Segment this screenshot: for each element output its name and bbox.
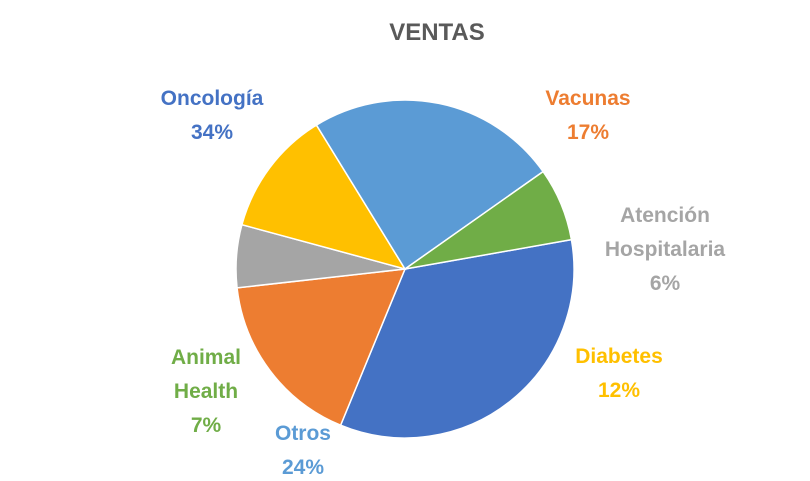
data-label-vacunas: Vacunas 17% [545, 87, 630, 144]
data-label-otros: Otros 24% [275, 422, 331, 479]
pie-slices [235, 99, 575, 439]
data-label-diabetes: Diabetes 12% [575, 345, 663, 402]
chart-title: VENTAS [389, 19, 485, 46]
pie-slice-vacunas [236, 268, 407, 427]
data-label-animal-health: Animal Health 7% [171, 346, 241, 437]
pie-slice-oncolog-a [339, 238, 575, 439]
pie-slice-animal-health [404, 170, 573, 270]
pie-labels: Oncología 34% Vacunas 17% Atención Hospitalar… [161, 87, 726, 479]
pie-slice-diabetes [240, 124, 407, 271]
data-label-oncolog-a: Oncología 34% [161, 87, 264, 144]
pie-slice-otros [315, 99, 545, 271]
data-label-atenci-n-hospitalaria: Atención Hospitalaria 6% [605, 204, 726, 295]
